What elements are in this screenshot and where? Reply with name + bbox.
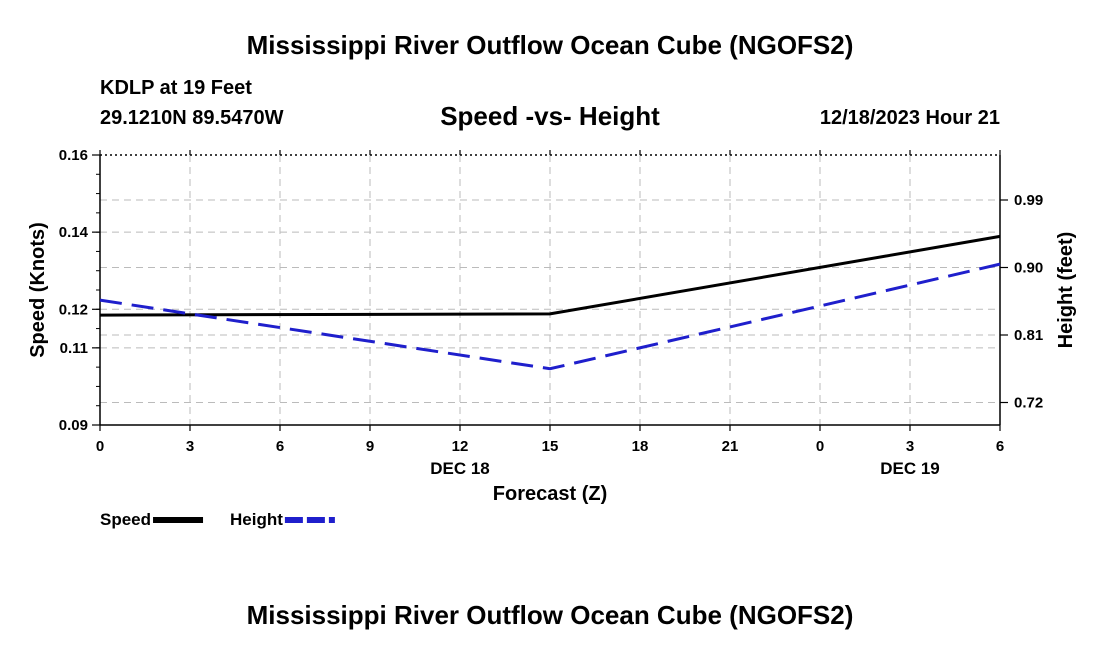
y-tick-label-3: 0.14 xyxy=(59,224,89,241)
x-tick-label-8: 0 xyxy=(816,438,824,455)
x-tick-label-10: 6 xyxy=(996,438,1004,455)
series-line-speed xyxy=(99,234,1001,317)
legend-label-speed: Speed xyxy=(100,510,151,529)
y-tick-label-4: 0.16 xyxy=(59,147,88,164)
x-tick-label-5: 15 xyxy=(542,438,559,455)
y-tick-label-1: 0.11 xyxy=(60,340,88,357)
y2-tick-label-2: 0.90 xyxy=(1014,260,1043,277)
x-tick-label-0: 0 xyxy=(96,438,104,455)
station-label: KDLP at 19 Feet xyxy=(100,77,252,99)
x-tick-label-1: 3 xyxy=(186,438,194,455)
bottom-title: Mississippi River Outflow Ocean Cube (NG… xyxy=(246,600,854,630)
y-tick-label-0: 0.09 xyxy=(59,417,88,434)
coordinates-label: 29.1210N 89.5470W xyxy=(100,107,284,129)
x-tick-label-7: 21 xyxy=(722,438,739,455)
date-label-1: DEC 19 xyxy=(880,459,940,478)
y-tick-label-2: 0.12 xyxy=(59,301,88,318)
y2-axis-label: Height (feet) xyxy=(1055,232,1077,349)
y-axis-label: Speed (Knots) xyxy=(27,222,49,358)
x-tick-label-4: 12 xyxy=(452,438,469,455)
forecast-datetime: 12/18/2023 Hour 21 xyxy=(819,107,1000,129)
date-label-0: DEC 18 xyxy=(430,459,490,478)
y2-tick-label-1: 0.81 xyxy=(1014,327,1043,344)
y2-tick-label-3: 0.99 xyxy=(1014,192,1043,209)
x-axis-label: Forecast (Z) xyxy=(493,483,607,505)
main-title: Mississippi River Outflow Ocean Cube (NG… xyxy=(246,30,854,60)
y2-tick-label-0: 0.72 xyxy=(1014,395,1043,412)
x-tick-label-6: 18 xyxy=(632,438,649,455)
x-tick-label-9: 3 xyxy=(906,438,914,455)
chart-title: Speed -vs- Height xyxy=(440,101,660,131)
legend-label-height: Height xyxy=(230,510,283,529)
x-tick-label-3: 9 xyxy=(366,438,374,455)
series-line-height xyxy=(99,262,1001,371)
x-tick-label-2: 6 xyxy=(276,438,284,455)
